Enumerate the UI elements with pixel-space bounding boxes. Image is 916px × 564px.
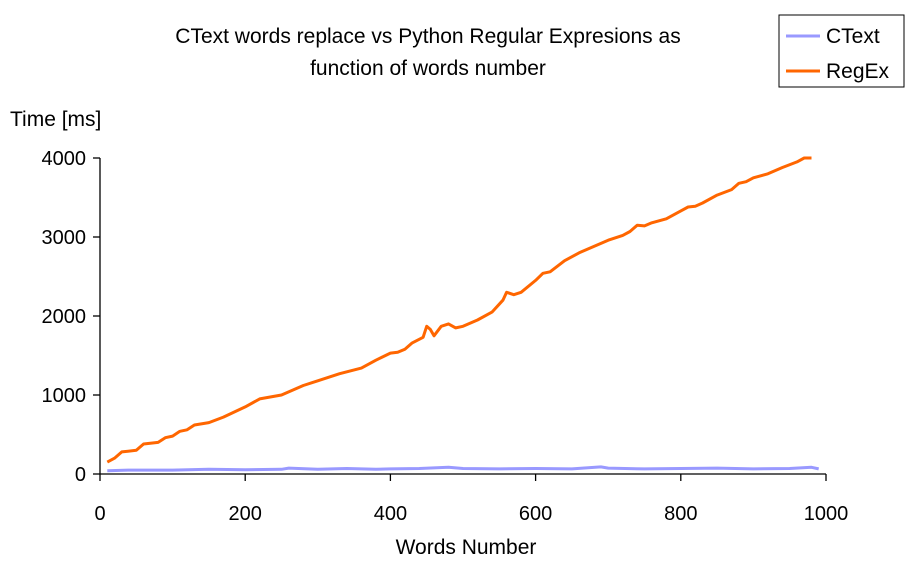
- y-tick-label: 2000: [42, 306, 87, 328]
- tick-layer: 0 1000 2000 3000 4000 0 200 400 600 800 1000: [42, 148, 849, 525]
- x-tick-label: 400: [374, 503, 407, 525]
- x-tick-label: 1000: [804, 503, 849, 525]
- y-tick-label: 4000: [42, 148, 87, 170]
- y-tick-label: 3000: [42, 227, 87, 249]
- y-tick-label: 0: [75, 464, 86, 486]
- chart-title-line2: function of words number: [310, 57, 546, 80]
- legend-label-ctext: CText: [826, 25, 880, 48]
- x-axis-label: Words Number: [396, 536, 537, 559]
- y-axis-label: Time [ms]: [10, 108, 101, 131]
- y-tick-label: 1000: [42, 385, 87, 407]
- x-tick-label: 0: [94, 503, 105, 525]
- x-tick-label: 200: [229, 503, 262, 525]
- legend-box: [778, 14, 905, 88]
- series-layer: [106, 156, 820, 473]
- chart-title-line1: CText words replace vs Python Regular Ex…: [175, 25, 680, 48]
- series-line-ctext: [107, 465, 820, 473]
- x-tick-label: 600: [519, 503, 552, 525]
- legend: CText RegEx: [778, 14, 905, 88]
- legend-label-regex: RegEx: [826, 60, 890, 83]
- series-line-regex: [106, 156, 812, 464]
- x-tick-label: 800: [664, 503, 697, 525]
